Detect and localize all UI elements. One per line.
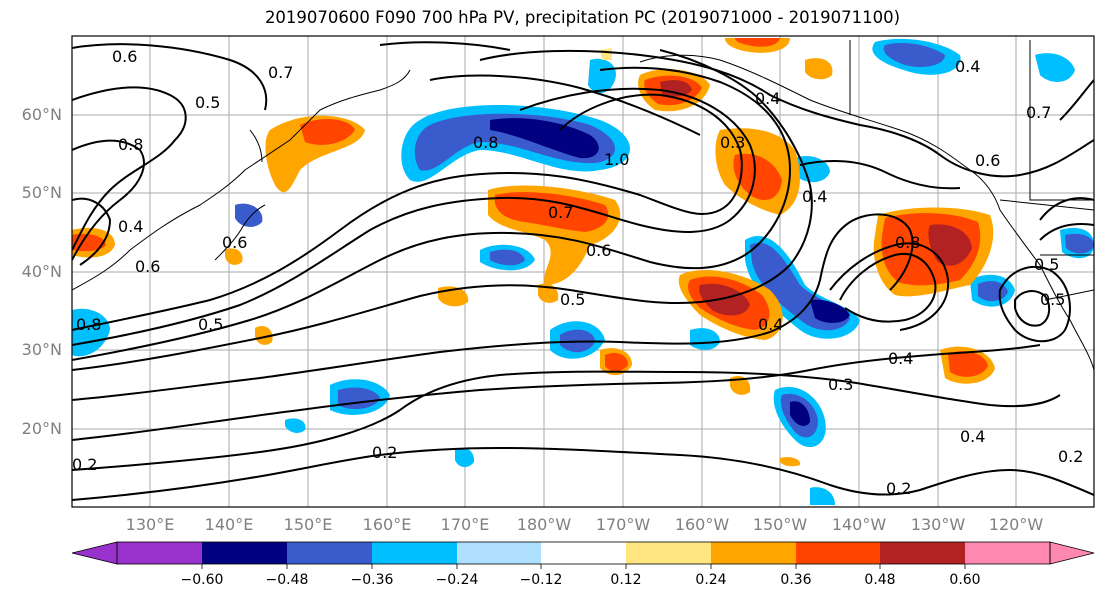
contour-labels: 0.6 0.7 0.5 0.8 0.4 0.6 0.5 0.8 1.0 0.7 … bbox=[72, 47, 1083, 498]
colorbar bbox=[71, 541, 1095, 569]
colorbar-segment bbox=[965, 542, 1050, 564]
lon-label: 180°W bbox=[516, 515, 572, 534]
lon-label: 120°W bbox=[988, 515, 1044, 534]
colorbar-tick-label: −0.36 bbox=[350, 572, 394, 588]
lon-label: 140°E bbox=[204, 515, 254, 534]
contour-label: 0.5 bbox=[198, 315, 223, 334]
colorbar-max-arrow bbox=[1049, 541, 1095, 565]
map-title: 2019070600 F090 700 hPa PV, precipitatio… bbox=[264, 8, 901, 27]
colorbar-tick-label: −0.24 bbox=[435, 572, 479, 588]
colorbar-segment bbox=[711, 542, 796, 564]
colorbar-tick-label: 0.60 bbox=[949, 572, 981, 588]
lon-label: 160°W bbox=[674, 515, 730, 534]
contour-label: 0.2 bbox=[72, 455, 97, 474]
contour-label: 0.6 bbox=[112, 47, 137, 66]
contour-label: 0.4 bbox=[758, 315, 783, 334]
lon-label: 130°W bbox=[910, 515, 966, 534]
colorbar-min-arrow bbox=[71, 541, 118, 565]
plot-frame bbox=[71, 35, 1095, 508]
contour-label: 0.6 bbox=[975, 151, 1000, 170]
colorbar-tick-label: 0.24 bbox=[695, 572, 727, 588]
colorbar-tick-label: −0.60 bbox=[180, 572, 224, 588]
contour-label: 0.6 bbox=[135, 257, 160, 276]
contour-label: 0.7 bbox=[268, 63, 293, 82]
contour-label: 1.0 bbox=[604, 150, 629, 169]
colorbar-tick-label: 0.48 bbox=[864, 572, 896, 588]
contour-label: 0.4 bbox=[960, 427, 985, 446]
lon-label: 140°W bbox=[831, 515, 887, 534]
contour-label: 0.8 bbox=[895, 233, 920, 252]
contour-label: 0.5 bbox=[195, 93, 220, 112]
lon-label: 170°W bbox=[595, 515, 651, 534]
contour-label: 0.8 bbox=[118, 135, 143, 154]
contour-label: 0.8 bbox=[76, 315, 101, 334]
contour-label: 0.7 bbox=[548, 203, 573, 222]
contour-label: 0.7 bbox=[1026, 103, 1051, 122]
colorbar-segment bbox=[202, 542, 287, 564]
colorbar-tick-label: −0.48 bbox=[265, 572, 309, 588]
contour-label: 0.5 bbox=[1034, 255, 1059, 274]
colorbar-segment bbox=[372, 542, 457, 564]
colorbar-frame bbox=[116, 541, 1051, 565]
contour-label: 0.5 bbox=[1040, 290, 1065, 309]
contour-label: 0.2 bbox=[886, 479, 911, 498]
colorbar-tick-label: −0.12 bbox=[519, 572, 563, 588]
contour-label: 0.6 bbox=[586, 241, 611, 260]
lon-label: 150°E bbox=[283, 515, 333, 534]
contour-label: 0.4 bbox=[118, 217, 143, 236]
colorbar-tick-label: 0.36 bbox=[780, 572, 812, 588]
contour-label: 0.8 bbox=[473, 133, 498, 152]
coastlines bbox=[72, 40, 1094, 371]
colorbar-segment bbox=[541, 542, 626, 564]
lon-label: 170°E bbox=[440, 515, 490, 534]
lat-label: 40°N bbox=[21, 262, 62, 281]
colorbar-segment bbox=[457, 542, 541, 564]
colorbar-tick-label: 0.12 bbox=[610, 572, 642, 588]
lon-label: 160°E bbox=[362, 515, 412, 534]
colorbar-segment bbox=[117, 542, 202, 564]
lat-label: 30°N bbox=[21, 340, 62, 359]
contour-label: 0.2 bbox=[1058, 447, 1083, 466]
contour-label: 0.3 bbox=[828, 375, 853, 394]
contour-label: 0.4 bbox=[888, 349, 913, 368]
colorbar-segment bbox=[796, 542, 880, 564]
precipitation-shading bbox=[72, 38, 1094, 505]
contour-label: 0.4 bbox=[802, 187, 827, 206]
contour-label: 0.5 bbox=[560, 290, 585, 309]
lat-label: 20°N bbox=[21, 419, 62, 438]
lat-label: 50°N bbox=[21, 183, 62, 202]
colorbar-segment bbox=[626, 542, 711, 564]
colorbar-segment bbox=[880, 542, 965, 564]
colorbar-segment bbox=[287, 542, 372, 564]
pv-contours bbox=[72, 41, 1094, 501]
contour-label: 0.3 bbox=[720, 133, 745, 152]
contour-label: 0.4 bbox=[955, 57, 980, 76]
lon-label: 150°W bbox=[752, 515, 808, 534]
lat-label: 60°N bbox=[21, 105, 62, 124]
lon-label: 130°E bbox=[125, 515, 175, 534]
contour-label: 0.2 bbox=[372, 443, 397, 462]
contour-label: 0.4 bbox=[755, 89, 780, 108]
contour-label: 0.6 bbox=[222, 233, 247, 252]
